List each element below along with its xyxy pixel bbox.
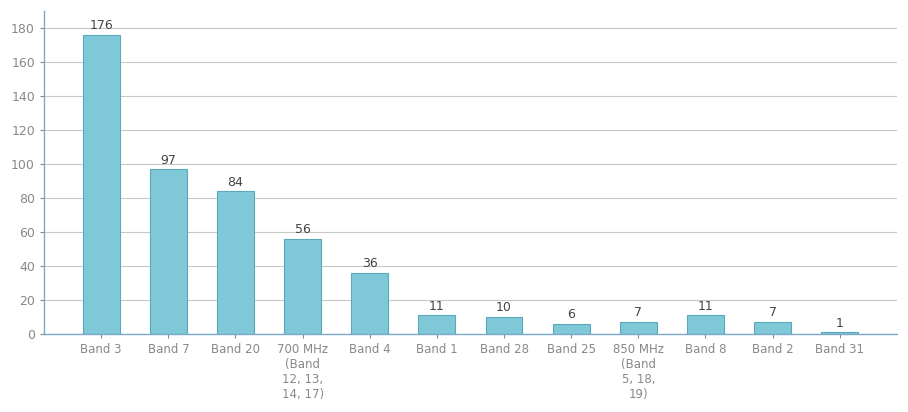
Bar (821, 332, 858, 334)
Text: 11: 11 (429, 300, 445, 313)
Text: 7: 7 (768, 307, 776, 319)
Bar (553, 324, 589, 334)
Bar (83, 35, 120, 334)
Bar (754, 322, 791, 334)
Bar (284, 239, 321, 334)
Text: 84: 84 (228, 176, 243, 189)
Text: 6: 6 (568, 308, 575, 321)
Text: 1: 1 (835, 316, 844, 330)
Text: 36: 36 (362, 257, 378, 270)
Bar (486, 317, 522, 334)
Bar (217, 191, 254, 334)
Text: 56: 56 (295, 223, 311, 236)
Bar (620, 322, 656, 334)
Bar (150, 169, 187, 334)
Text: 97: 97 (161, 154, 176, 166)
Text: 176: 176 (89, 19, 114, 33)
Text: 10: 10 (496, 301, 512, 314)
Text: 7: 7 (635, 307, 642, 319)
Bar (351, 273, 389, 334)
Bar (687, 315, 724, 334)
Text: 11: 11 (697, 300, 714, 313)
Bar (419, 315, 455, 334)
